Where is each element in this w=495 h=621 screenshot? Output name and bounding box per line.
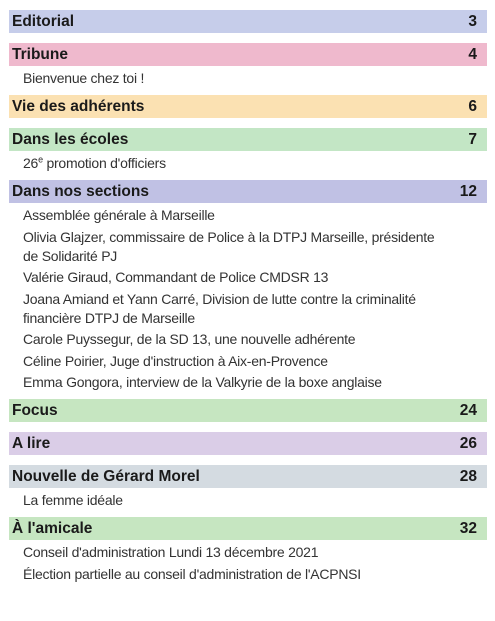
toc-entry: 26e promotion d'officiers (23, 154, 487, 173)
toc-entry: Bienvenue chez toi ! (23, 69, 487, 88)
toc-section: À l'amicale 32 Conseil d'administration Lu… (9, 517, 487, 584)
section-header: Editorial 3 (9, 10, 487, 33)
section-title: Nouvelle de Gérard Morel (12, 467, 200, 485)
toc-entry: Carole Puyssegur, de la SD 13, une nouve… (23, 330, 487, 349)
toc-section: Vie des adhérents 6 (9, 95, 487, 118)
section-title: Dans les écoles (12, 130, 129, 148)
toc-entry: Élection partielle au conseil d'administ… (23, 565, 487, 584)
entry-line: de Solidarité PJ (23, 247, 118, 264)
toc-section: A lire 26 (9, 432, 487, 455)
section-items: La femme idéale (9, 488, 487, 510)
section-header: Dans nos sections 12 (9, 180, 487, 203)
toc-section: Editorial 3 (9, 10, 487, 33)
entry-line: Olivia Glajzer, commissaire de Police à … (23, 228, 435, 245)
toc-section: Nouvelle de Gérard Morel 28 La femme idéal… (9, 465, 487, 510)
toc-entry: Assemblée générale à Marseille (23, 206, 487, 225)
toc-entry: Joana Amiand et Yann Carré, Division de … (23, 290, 487, 328)
toc-entry: Conseil d'administration Lundi 13 décemb… (23, 543, 487, 562)
section-title: À l'amicale (12, 519, 93, 537)
page-number: 3 (468, 12, 477, 30)
section-header: Nouvelle de Gérard Morel 28 (9, 465, 487, 488)
entry-line: Carole Puyssegur, de la SD 13, une nouve… (23, 331, 356, 347)
section-title: Focus (12, 401, 58, 419)
entry-number: 26 (23, 155, 39, 171)
section-title: Vie des adhérents (12, 97, 145, 115)
page-number: 6 (468, 97, 477, 115)
entry-text: promotion d'officiers (42, 155, 166, 171)
section-header: À l'amicale 32 (9, 517, 487, 540)
entry-line: Élection partielle au conseil d'administ… (23, 565, 361, 582)
toc-entry: Emma Gongora, interview de la Valkyrie d… (23, 373, 487, 392)
section-items: Conseil d'administration Lundi 13 décemb… (9, 540, 487, 584)
section-title: Dans nos sections (12, 182, 149, 200)
entry-line: La femme idéale (23, 492, 123, 508)
entry-line: Valérie Giraud, Commandant de Police CMD… (23, 269, 329, 285)
entry-line: Joana Amiand et Yann Carré, Division de … (23, 290, 416, 307)
page-number: 32 (459, 519, 477, 537)
toc-section: Dans nos sections 12 Assemblée générale à … (9, 180, 487, 392)
page-number: 7 (468, 130, 477, 148)
toc-entry: La femme idéale (23, 491, 487, 510)
toc-section: Dans les écoles 7 26e promotion d'officier… (9, 128, 487, 173)
entry-line: financière DTPJ de Marseille (23, 309, 195, 326)
page-number: 12 (459, 182, 477, 200)
entry-line: Bienvenue chez toi ! (23, 70, 145, 86)
entry-line: 26e promotion d'officiers (23, 154, 487, 173)
toc-section: Focus 24 (9, 399, 487, 422)
superscript: e (38, 154, 43, 165)
entry-line: Conseil d'administration Lundi 13 décemb… (23, 544, 319, 560)
toc-entry: Céline Poirier, Juge d'instruction à Aix… (23, 352, 487, 371)
section-header: Dans les écoles 7 (9, 128, 487, 151)
toc-entry: Olivia Glajzer, commissaire de Police à … (23, 228, 487, 266)
section-title: Editorial (12, 12, 75, 30)
section-header: A lire 26 (9, 432, 487, 455)
page-number: 26 (459, 434, 477, 452)
section-header: Vie des adhérents 6 (9, 95, 487, 118)
entry-line: Emma Gongora, interview de la Valkyrie d… (23, 374, 382, 390)
toc-entry: Valérie Giraud, Commandant de Police CMD… (23, 268, 487, 287)
section-items: 26e promotion d'officiers (9, 151, 487, 173)
entry-line: Assemblée générale à Marseille (23, 207, 215, 223)
toc-section: Tribune 4 Bienvenue chez toi ! (9, 43, 487, 88)
section-title: Tribune (12, 45, 68, 63)
section-items: Assemblée générale à Marseille Olivia Gla… (9, 203, 487, 392)
page-number: 28 (459, 467, 477, 485)
page-number: 4 (468, 45, 477, 63)
table-of-contents: Editorial 3 Tribune 4 Bienvenue chez toi ! Vi… (9, 10, 487, 584)
section-title: A lire (12, 434, 51, 452)
section-header: Tribune 4 (9, 43, 487, 66)
section-header: Focus 24 (9, 399, 487, 422)
page-number: 24 (459, 401, 477, 419)
section-items: Bienvenue chez toi ! (9, 66, 487, 88)
entry-line: Céline Poirier, Juge d'instruction à Aix… (23, 352, 328, 369)
